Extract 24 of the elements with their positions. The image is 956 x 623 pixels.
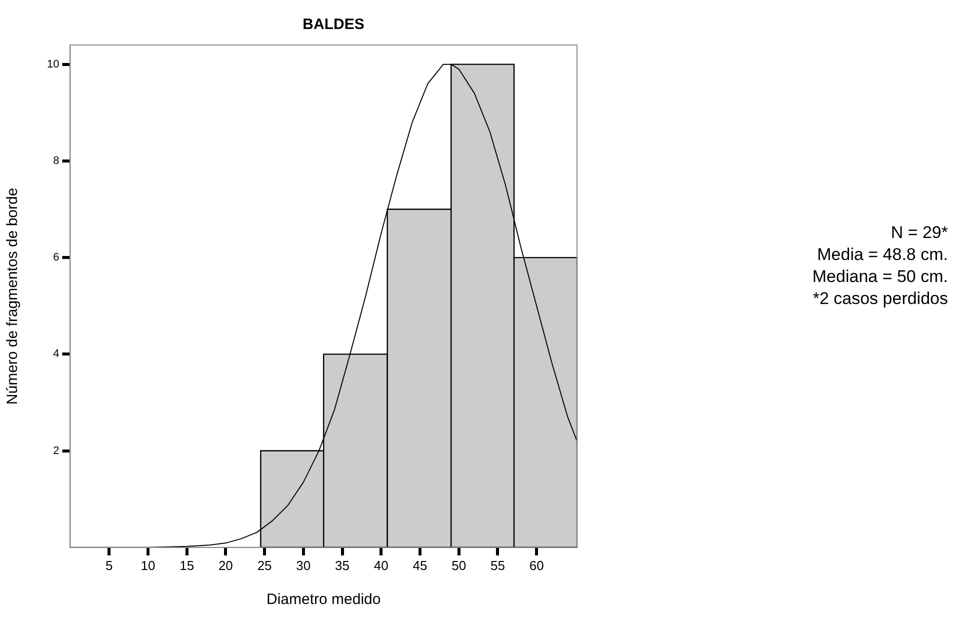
x-tick-label: 45 [412,558,428,573]
x-tick-label: 25 [257,558,272,573]
x-tick-label: 50 [452,558,466,573]
y-axis-title: Número de fragmentos de borde [4,188,22,405]
x-tick-label: 20 [218,558,233,573]
y-tick-label: 6 [53,252,60,264]
y-tick-label: 4 [53,348,60,360]
y-tick-label: 10 [46,58,60,70]
chart-title: BALDES [302,16,366,33]
x-tick-label: 5 [105,558,113,573]
text: Mediana = 50 cm. [812,266,948,288]
x-tick-label: 40 [374,558,388,573]
y-tick-label: 8 [53,154,60,167]
text: N = 29* [890,222,948,244]
x-tick-label: 55 [490,558,505,573]
x-tick-label: 35 [335,558,350,573]
x-axis-title: Diametro medido [266,591,381,608]
y-tick-label: 2 [53,444,60,457]
x-tick-label: 60 [529,558,544,573]
text: Media = 48.8 cm. [816,244,948,266]
text: *2 casos perdidos [812,288,948,310]
x-tick-label: 30 [296,558,311,573]
x-tick-label: 10 [140,558,156,573]
x-tick-label: 15 [180,558,194,573]
